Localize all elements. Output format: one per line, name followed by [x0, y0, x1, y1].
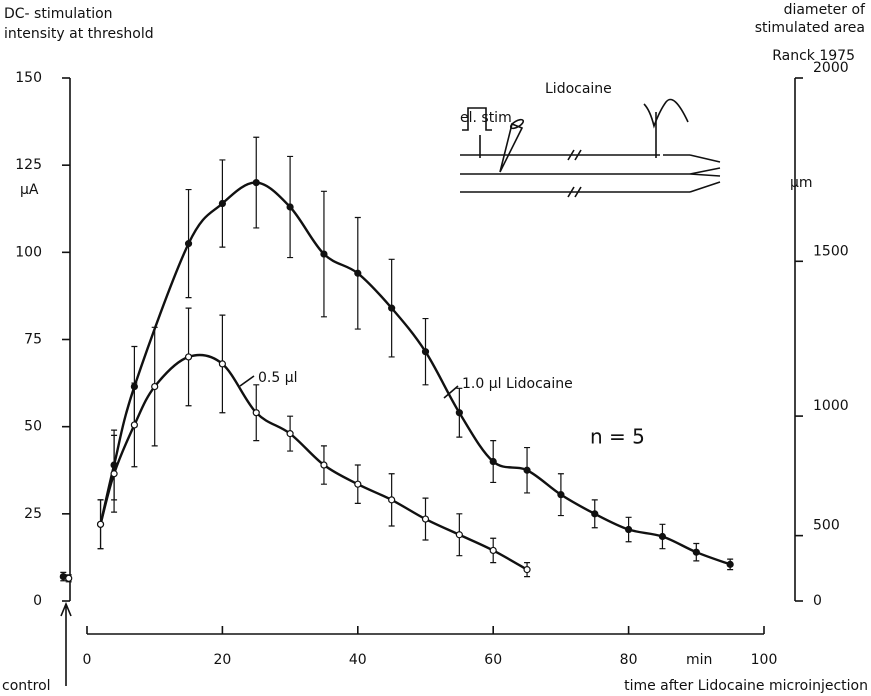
y-tick-label: 125 [15, 157, 42, 173]
series-line [99, 181, 731, 566]
data-point [218, 199, 226, 208]
data-point [286, 203, 294, 211]
data-point [320, 250, 328, 258]
data-point [286, 430, 294, 438]
data-point [455, 409, 463, 417]
y-tick-label: 50 [24, 419, 42, 435]
y2-unit: µm [790, 175, 813, 191]
control-label: control [2, 678, 51, 694]
x-tick-label: 0 [83, 652, 92, 668]
x-tick-label: 60 [484, 652, 502, 668]
y2-tick-label: 1500 [813, 243, 849, 259]
data-point [523, 466, 531, 474]
x-tick-label: 80 [620, 652, 638, 668]
control-point [65, 574, 73, 582]
data-point [218, 360, 226, 368]
left-title: intensity at threshold [4, 26, 154, 42]
data-point [489, 457, 497, 466]
x-unit: min [686, 652, 712, 668]
y2-tick-label: 0 [813, 593, 822, 609]
data-point [692, 548, 700, 556]
data-point [252, 179, 260, 187]
y-tick-label: 100 [15, 244, 42, 260]
fiber-end [689, 154, 721, 193]
y2-tick-label: 500 [813, 518, 840, 534]
data-point [252, 409, 260, 417]
data-point [455, 531, 463, 539]
annotation: n = 5 [590, 425, 645, 449]
y2-tick-label: 2000 [813, 60, 849, 76]
data-point [489, 546, 497, 555]
y2-tick-label: 1000 [813, 398, 849, 414]
x-tick-label: 20 [213, 652, 231, 668]
data-point [184, 240, 193, 248]
data-point [523, 566, 531, 574]
data-point [591, 510, 599, 518]
data-point [110, 470, 118, 478]
stim-pulse [462, 107, 492, 131]
data-point [354, 480, 362, 488]
y-tick-label: 25 [24, 506, 42, 522]
data-point [354, 269, 362, 277]
pipette-top [509, 118, 525, 130]
break-mark [567, 149, 582, 198]
data-point [388, 304, 396, 312]
pipette [499, 122, 524, 173]
label-leader [443, 385, 459, 399]
data-point [726, 560, 734, 568]
x-label: time after Lidocaine microinjection [624, 678, 868, 694]
data-point [388, 496, 396, 504]
inset-diagram: el. stim Lidocaine [460, 81, 721, 198]
label-leader [239, 375, 255, 387]
y-tick-label: 150 [15, 70, 42, 86]
rec-wave [643, 98, 689, 129]
data-point [557, 491, 565, 499]
control-arrow [60, 601, 72, 686]
data-point [130, 421, 138, 429]
data-point [421, 515, 430, 523]
y-unit: µA [20, 182, 39, 198]
data-point [658, 532, 667, 541]
inset-label: Lidocaine [545, 81, 612, 97]
series-label: 0.5 µl [258, 370, 298, 386]
right-title: Ranck 1975 [772, 48, 855, 64]
data-point [320, 461, 328, 469]
data-point [96, 520, 105, 528]
data-point [624, 525, 633, 534]
right-title: diameter of [784, 2, 866, 18]
x-tick-label: 100 [751, 652, 778, 668]
y-tick-label: 75 [24, 332, 42, 348]
data-point [184, 353, 193, 361]
y-tick-label: 0 [33, 593, 42, 609]
series-label: 1.0 µl Lidocaine [462, 376, 573, 392]
data-point [151, 382, 159, 391]
x-tick-label: 40 [349, 652, 367, 668]
data-point [421, 348, 430, 356]
right-title: stimulated area [755, 20, 865, 36]
left-title: DC- stimulation [4, 6, 113, 22]
